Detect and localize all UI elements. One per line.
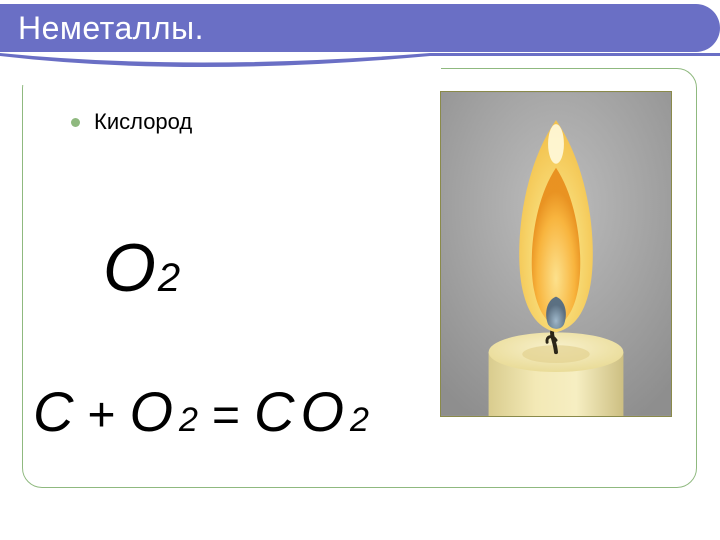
bullet-item: Кислород <box>71 109 192 135</box>
candle-image <box>440 91 672 417</box>
eqn-rhs-a: С <box>254 379 294 444</box>
formula-o2: O 2 <box>103 229 180 307</box>
bullet-dot-icon <box>71 118 80 127</box>
formula-subscript: 2 <box>158 256 180 301</box>
formula-element: O <box>103 229 156 307</box>
eqn-equals: = <box>204 388 248 443</box>
eqn-lhs2: O <box>129 379 173 444</box>
eqn-rhs-b: O <box>300 379 344 444</box>
candle-svg <box>441 92 671 416</box>
content-panel: Кислород O 2 С + O 2 = С O 2 <box>22 68 697 488</box>
equation: С + O 2 = С O 2 <box>33 379 369 444</box>
title-bar: Неметаллы. <box>0 4 720 74</box>
eqn-lhs2-sub: 2 <box>179 401 198 440</box>
eqn-plus: + <box>79 388 123 443</box>
slide-title: Неметаллы. <box>0 10 204 47</box>
eqn-lhs1: С <box>33 379 73 444</box>
eqn-rhs-sub: 2 <box>350 401 369 440</box>
bullet-text: Кислород <box>94 109 192 135</box>
